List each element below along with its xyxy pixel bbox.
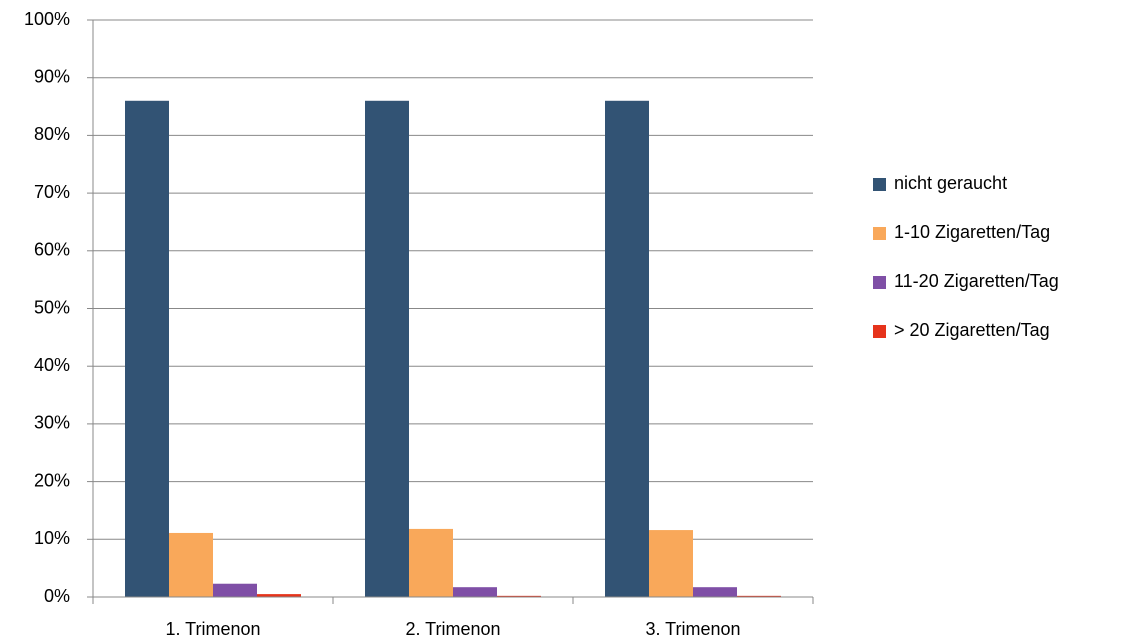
legend-swatch bbox=[873, 227, 886, 240]
bar bbox=[649, 530, 693, 597]
legend-swatch bbox=[873, 325, 886, 338]
y-tick-label: 60% bbox=[34, 240, 70, 260]
x-tick-label: 3. Trimenon bbox=[645, 619, 740, 639]
bar bbox=[365, 100, 409, 597]
y-tick-label: 70% bbox=[34, 182, 70, 202]
y-tick-label: 40% bbox=[34, 355, 70, 375]
bar bbox=[125, 100, 169, 597]
legend-label: 11-20 Zigaretten/Tag bbox=[894, 271, 1059, 291]
y-tick-label: 100% bbox=[24, 9, 70, 29]
y-tick-label: 0% bbox=[44, 586, 70, 606]
bar bbox=[213, 583, 257, 597]
y-tick-label: 80% bbox=[34, 124, 70, 144]
bar bbox=[497, 595, 541, 597]
y-tick-label: 50% bbox=[34, 297, 70, 317]
legend-swatch bbox=[873, 276, 886, 289]
legend-label: 1-10 Zigaretten/Tag bbox=[894, 222, 1050, 242]
bar bbox=[257, 594, 301, 597]
y-tick-label: 30% bbox=[34, 413, 70, 433]
bar bbox=[737, 595, 781, 597]
x-tick-label: 2. Trimenon bbox=[405, 619, 500, 639]
y-tick-label: 10% bbox=[34, 528, 70, 548]
legend-label: nicht geraucht bbox=[894, 173, 1007, 193]
legend-label: > 20 Zigaretten/Tag bbox=[894, 320, 1050, 340]
y-tick-label: 90% bbox=[34, 66, 70, 86]
legend-swatch bbox=[873, 178, 886, 191]
bar bbox=[693, 587, 737, 597]
bar bbox=[169, 532, 213, 597]
y-tick-label: 20% bbox=[34, 470, 70, 490]
bar bbox=[409, 528, 453, 597]
x-tick-label: 1. Trimenon bbox=[165, 619, 260, 639]
bar bbox=[605, 100, 649, 597]
bar bbox=[453, 587, 497, 597]
